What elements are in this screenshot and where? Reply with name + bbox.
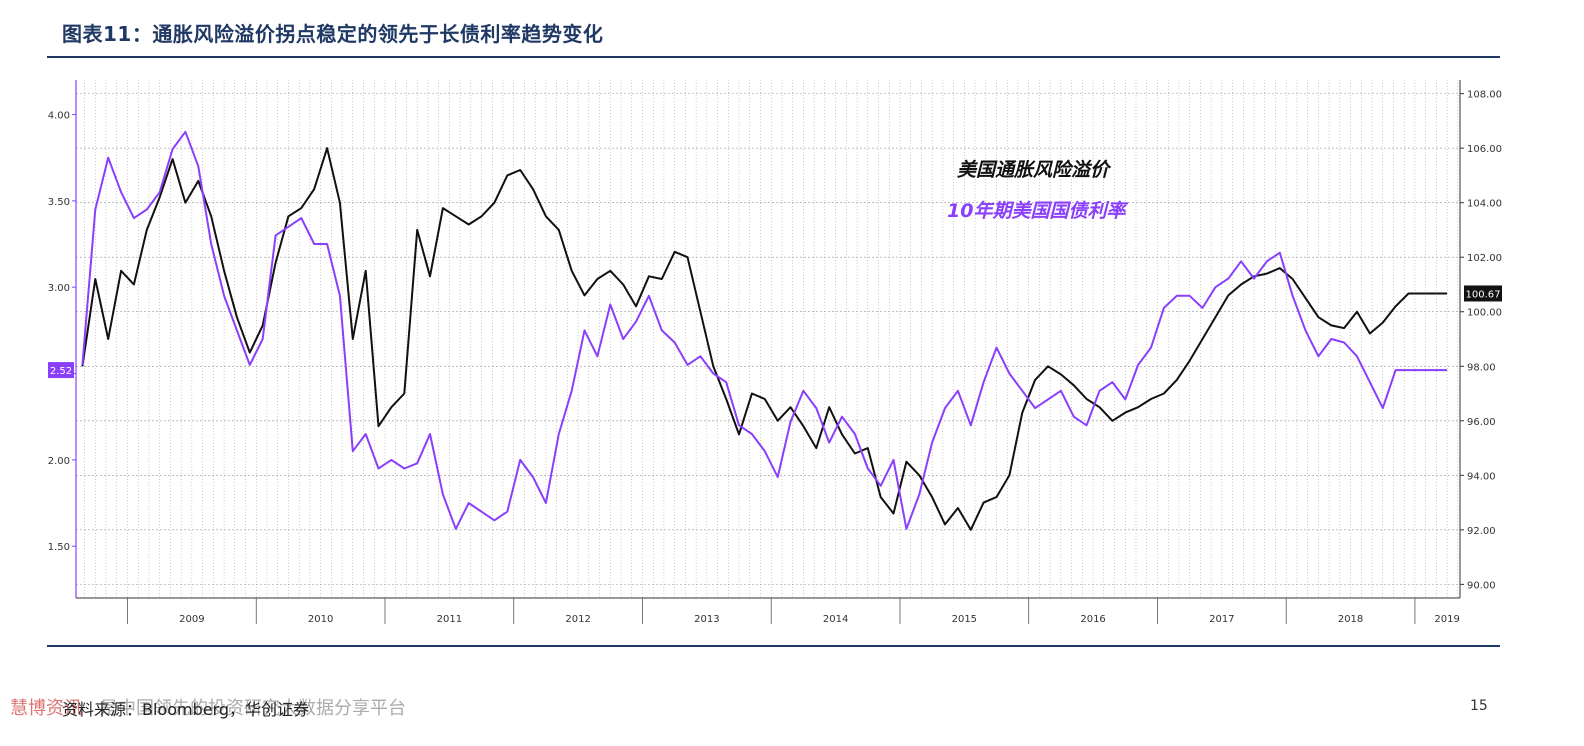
right-tick-label: 92.00 xyxy=(1467,526,1496,537)
x-tick-label: 2011 xyxy=(437,614,462,625)
chart-axes xyxy=(72,80,1464,624)
chart-labels: 1.502.002.503.003.504.0090.0092.0094.009… xyxy=(48,90,1502,625)
right-tick-label: 102.00 xyxy=(1467,253,1502,264)
left-tick-label: 4.00 xyxy=(48,111,70,122)
right-tick-label: 96.00 xyxy=(1467,417,1496,428)
left-tick-label: 3.50 xyxy=(48,197,70,208)
page-title: 图表11：通胀风险溢价拐点稳定的领先于长债利率趋势变化 xyxy=(62,22,604,46)
page-number: 15 xyxy=(1470,698,1488,714)
right-tick-label: 100.00 xyxy=(1467,308,1502,319)
x-tick-label: 2013 xyxy=(694,614,719,625)
footer-divider xyxy=(47,645,1500,647)
source-note: 资料来源：Bloomberg，华创证券 xyxy=(62,700,310,719)
legend-treasury: 10年期美国国债利率 xyxy=(947,200,1128,222)
left-tick-label: 2.00 xyxy=(48,456,70,467)
right-tick-label: 90.00 xyxy=(1467,580,1496,591)
right-tick-label: 98.00 xyxy=(1467,362,1496,373)
right-tick-label: 106.00 xyxy=(1467,144,1502,155)
header-divider xyxy=(47,56,1500,58)
x-tick-label: 2014 xyxy=(823,614,848,625)
last-value-label-breakeven: 100.67 xyxy=(1466,289,1501,300)
left-tick-label: 3.00 xyxy=(48,283,70,294)
x-tick-label: 2015 xyxy=(952,614,977,625)
right-tick-label: 104.00 xyxy=(1467,199,1502,210)
x-tick-label: 2010 xyxy=(308,614,333,625)
series-line-treasury xyxy=(81,130,1448,530)
x-tick-label: 2019 xyxy=(1434,614,1459,625)
x-tick-label: 2016 xyxy=(1080,614,1105,625)
left-tick-label: 1.50 xyxy=(48,542,70,553)
x-tick-label: 2009 xyxy=(179,614,204,625)
line-chart: 1.502.002.503.003.504.0090.0092.0094.009… xyxy=(48,80,1502,625)
chart-lines xyxy=(81,130,1448,531)
legend-breakeven: 美国通胀风险溢价 xyxy=(957,159,1112,181)
right-tick-label: 108.00 xyxy=(1467,90,1502,101)
last-value-flag-treasury xyxy=(48,362,74,379)
watermark-text: 慧博资讯 xyxy=(10,698,82,719)
watermark-tail: 是中国领先的投资研究大数据分享平台 xyxy=(100,698,406,719)
last-value-flag-breakeven xyxy=(1464,285,1502,302)
x-tick-label: 2012 xyxy=(565,614,590,625)
last-value-label-treasury: 2.52 xyxy=(50,366,72,377)
x-tick-label: 2018 xyxy=(1338,614,1363,625)
right-tick-label: 94.00 xyxy=(1467,471,1496,482)
x-tick-label: 2017 xyxy=(1209,614,1234,625)
series-line-breakeven xyxy=(81,147,1448,531)
chart-grid xyxy=(76,80,1460,598)
